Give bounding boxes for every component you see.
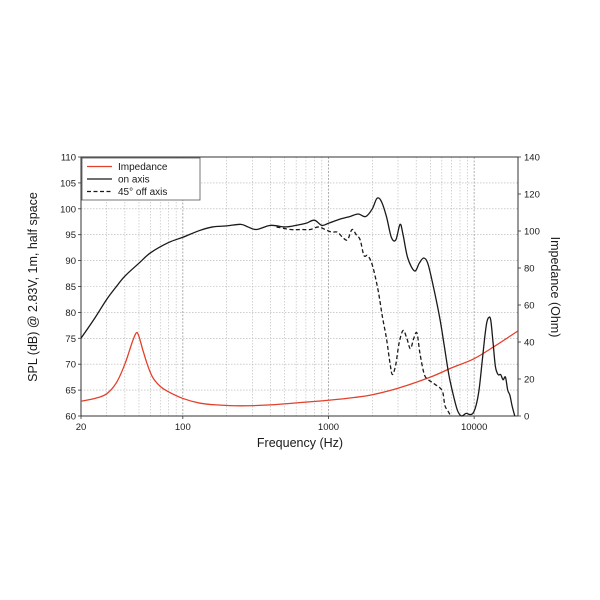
y-left-tick-label: 95: [65, 230, 76, 241]
y-left-tick-label: 85: [65, 282, 76, 293]
y-right-tick-label: 100: [524, 227, 540, 238]
legend-label-off-axis: 45° off axis: [118, 187, 167, 198]
y-left-tick-label: 65: [65, 386, 76, 397]
x-axis-label: Frequency (Hz): [257, 436, 343, 450]
series-line-impedance: [81, 330, 518, 407]
y-right-tick-label: 80: [524, 264, 535, 275]
legend: Impedance on axis 45° off axis: [81, 157, 201, 201]
y-right-tick-label: 20: [524, 375, 535, 386]
ticks-layer: 60 65 70 75 80 85 90 95 100 105 110 0 20 40 60 80 100 120…: [60, 153, 540, 434]
y-right-tick-label: 40: [524, 338, 535, 349]
series-layer: [81, 197, 518, 417]
x-tick-label: 20: [76, 422, 87, 433]
x-tick-label: 100: [175, 422, 191, 433]
y-left-tick-label: 60: [65, 412, 76, 423]
y-axis-right-label: Impedance (Ohm): [548, 237, 562, 338]
y-right-tick-label: 140: [524, 153, 540, 164]
series-line-45-off-axis: [276, 226, 452, 417]
y-left-tick-label: 110: [61, 153, 76, 164]
y-left-tick-label: 80: [65, 308, 76, 319]
y-axis-left-label: SPL (dB) @ 2.83V, 1m, half space: [26, 192, 40, 382]
y-left-tick-label: 105: [60, 178, 76, 189]
x-tick-label: 1000: [318, 422, 339, 433]
y-left-tick-label: 90: [65, 256, 76, 267]
series-line-on-axis: [81, 197, 516, 417]
y-left-tick-label: 100: [60, 204, 76, 215]
legend-label-on-axis: on axis: [118, 175, 150, 186]
y-right-tick-label: 120: [524, 190, 540, 201]
y-left-tick-label: 75: [65, 334, 76, 345]
y-right-tick-label: 0: [524, 412, 529, 423]
y-left-tick-label: 70: [65, 360, 76, 371]
y-right-tick-label: 60: [524, 301, 535, 312]
x-tick-label: 10000: [461, 422, 487, 433]
legend-label-impedance: Impedance: [118, 162, 168, 173]
